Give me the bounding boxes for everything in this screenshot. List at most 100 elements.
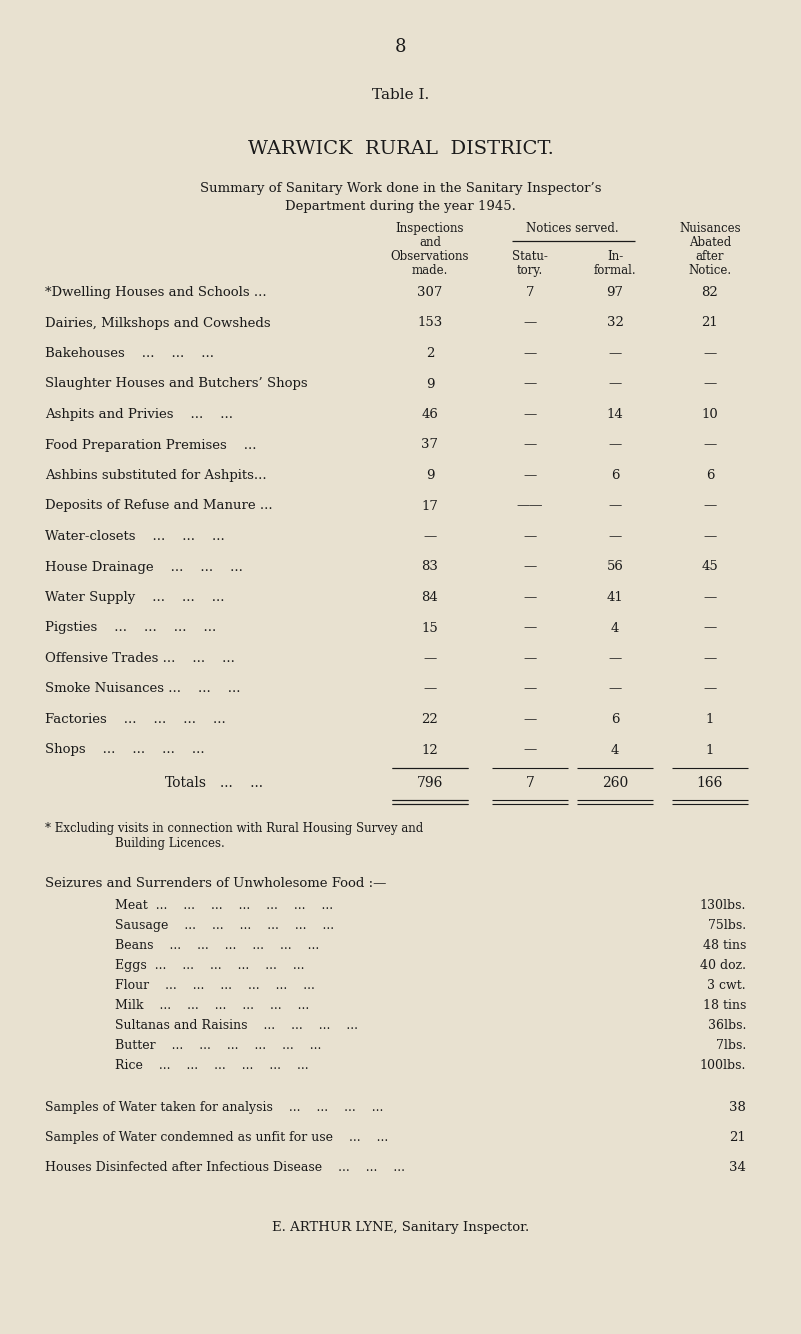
Text: Pigsties    ...    ...    ...    ...: Pigsties ... ... ... ...: [45, 622, 216, 635]
Text: —: —: [703, 683, 717, 695]
Text: 9: 9: [426, 470, 434, 482]
Text: Food Preparation Premises    ...: Food Preparation Premises ...: [45, 439, 256, 451]
Text: 10: 10: [702, 408, 718, 422]
Text: Summary of Sanitary Work done in the Sanitary Inspector’s: Summary of Sanitary Work done in the San…: [199, 181, 602, 195]
Text: —: —: [523, 652, 537, 666]
Text: 7: 7: [525, 285, 534, 299]
Text: —: —: [424, 652, 437, 666]
Text: —: —: [424, 530, 437, 543]
Text: 8: 8: [395, 37, 406, 56]
Text: 7lbs.: 7lbs.: [716, 1039, 746, 1053]
Text: In-: In-: [607, 249, 623, 263]
Text: Shops    ...    ...    ...    ...: Shops ... ... ... ...: [45, 743, 204, 756]
Text: Building Licences.: Building Licences.: [115, 836, 225, 850]
Text: 6: 6: [610, 470, 619, 482]
Text: 37: 37: [421, 439, 438, 451]
Text: Houses Disinfected after Infectious Disease    ...    ...    ...: Houses Disinfected after Infectious Dise…: [45, 1161, 405, 1174]
Text: 1: 1: [706, 743, 714, 756]
Text: —: —: [703, 622, 717, 635]
Text: —: —: [523, 560, 537, 574]
Text: Sultanas and Raisins    ...    ...    ...    ...: Sultanas and Raisins ... ... ... ...: [115, 1019, 358, 1033]
Text: —: —: [609, 652, 622, 666]
Text: * Excluding visits in connection with Rural Housing Survey and: * Excluding visits in connection with Ru…: [45, 822, 423, 835]
Text: 84: 84: [421, 591, 438, 604]
Text: Slaughter Houses and Butchers’ Shops: Slaughter Houses and Butchers’ Shops: [45, 378, 308, 391]
Text: tory.: tory.: [517, 264, 543, 277]
Text: Observations: Observations: [391, 249, 469, 263]
Text: 97: 97: [606, 285, 623, 299]
Text: 21: 21: [729, 1131, 746, 1145]
Text: Meat  ...    ...    ...    ...    ...    ...    ...: Meat ... ... ... ... ... ... ...: [115, 899, 333, 912]
Text: 3 cwt.: 3 cwt.: [707, 979, 746, 992]
Text: 32: 32: [606, 316, 623, 329]
Text: Offensive Trades ...    ...    ...: Offensive Trades ... ... ...: [45, 652, 235, 666]
Text: 48 tins: 48 tins: [702, 939, 746, 952]
Text: 260: 260: [602, 776, 628, 790]
Text: and: and: [419, 236, 441, 249]
Text: 6: 6: [706, 470, 714, 482]
Text: Department during the year 1945.: Department during the year 1945.: [285, 200, 516, 213]
Text: —: —: [523, 316, 537, 329]
Text: 100lbs.: 100lbs.: [699, 1059, 746, 1073]
Text: Milk    ...    ...    ...    ...    ...    ...: Milk ... ... ... ... ... ...: [115, 999, 309, 1013]
Text: Inspections: Inspections: [396, 221, 465, 235]
Text: 75lbs.: 75lbs.: [708, 919, 746, 932]
Text: —: —: [523, 591, 537, 604]
Text: —: —: [523, 470, 537, 482]
Text: 14: 14: [606, 408, 623, 422]
Text: Water-closets    ...    ...    ...: Water-closets ... ... ...: [45, 530, 225, 543]
Text: 17: 17: [421, 499, 438, 512]
Text: ...    ...: ... ...: [220, 776, 263, 790]
Text: —: —: [609, 499, 622, 512]
Text: 41: 41: [606, 591, 623, 604]
Text: —: —: [703, 378, 717, 391]
Text: —: —: [523, 408, 537, 422]
Text: WARWICK  RURAL  DISTRICT.: WARWICK RURAL DISTRICT.: [248, 140, 553, 157]
Text: 4: 4: [611, 622, 619, 635]
Text: 153: 153: [417, 316, 443, 329]
Text: *Dwelling Houses and Schools ...: *Dwelling Houses and Schools ...: [45, 285, 267, 299]
Text: 40 doz.: 40 doz.: [700, 959, 746, 972]
Text: 36lbs.: 36lbs.: [707, 1019, 746, 1033]
Text: —: —: [523, 530, 537, 543]
Text: —: —: [609, 347, 622, 360]
Text: Sausage    ...    ...    ...    ...    ...    ...: Sausage ... ... ... ... ... ...: [115, 919, 334, 932]
Text: —: —: [424, 683, 437, 695]
Text: Flour    ...    ...    ...    ...    ...    ...: Flour ... ... ... ... ... ...: [115, 979, 315, 992]
Text: —: —: [703, 439, 717, 451]
Text: —: —: [523, 683, 537, 695]
Text: —: —: [609, 683, 622, 695]
Text: —: —: [703, 652, 717, 666]
Text: formal.: formal.: [594, 264, 636, 277]
Text: —: —: [523, 439, 537, 451]
Text: 12: 12: [421, 743, 438, 756]
Text: 307: 307: [417, 285, 443, 299]
Text: Samples of Water condemned as unfit for use    ...    ...: Samples of Water condemned as unfit for …: [45, 1131, 388, 1145]
Text: —: —: [703, 499, 717, 512]
Text: —: —: [523, 622, 537, 635]
Text: —: —: [609, 530, 622, 543]
Text: 7: 7: [525, 776, 534, 790]
Text: 4: 4: [611, 743, 619, 756]
Text: House Drainage    ...    ...    ...: House Drainage ... ... ...: [45, 560, 243, 574]
Text: Notices served.: Notices served.: [525, 221, 618, 235]
Text: Factories    ...    ...    ...    ...: Factories ... ... ... ...: [45, 712, 226, 726]
Text: ——: ——: [517, 499, 543, 512]
Text: —: —: [523, 712, 537, 726]
Text: 45: 45: [702, 560, 718, 574]
Text: Abated: Abated: [689, 236, 731, 249]
Text: 38: 38: [729, 1101, 746, 1114]
Text: Nuisances: Nuisances: [679, 221, 741, 235]
Text: 46: 46: [421, 408, 438, 422]
Text: Seizures and Surrenders of Unwholesome Food :—: Seizures and Surrenders of Unwholesome F…: [45, 876, 386, 890]
Text: Bakehouses    ...    ...    ...: Bakehouses ... ... ...: [45, 347, 214, 360]
Text: 15: 15: [421, 622, 438, 635]
Text: 22: 22: [421, 712, 438, 726]
Text: —: —: [523, 743, 537, 756]
Text: E. ARTHUR LYNE, Sanitary Inspector.: E. ARTHUR LYNE, Sanitary Inspector.: [272, 1221, 529, 1234]
Text: made.: made.: [412, 264, 449, 277]
Text: —: —: [523, 378, 537, 391]
Text: Statu-: Statu-: [512, 249, 548, 263]
Text: 34: 34: [729, 1161, 746, 1174]
Text: —: —: [609, 439, 622, 451]
